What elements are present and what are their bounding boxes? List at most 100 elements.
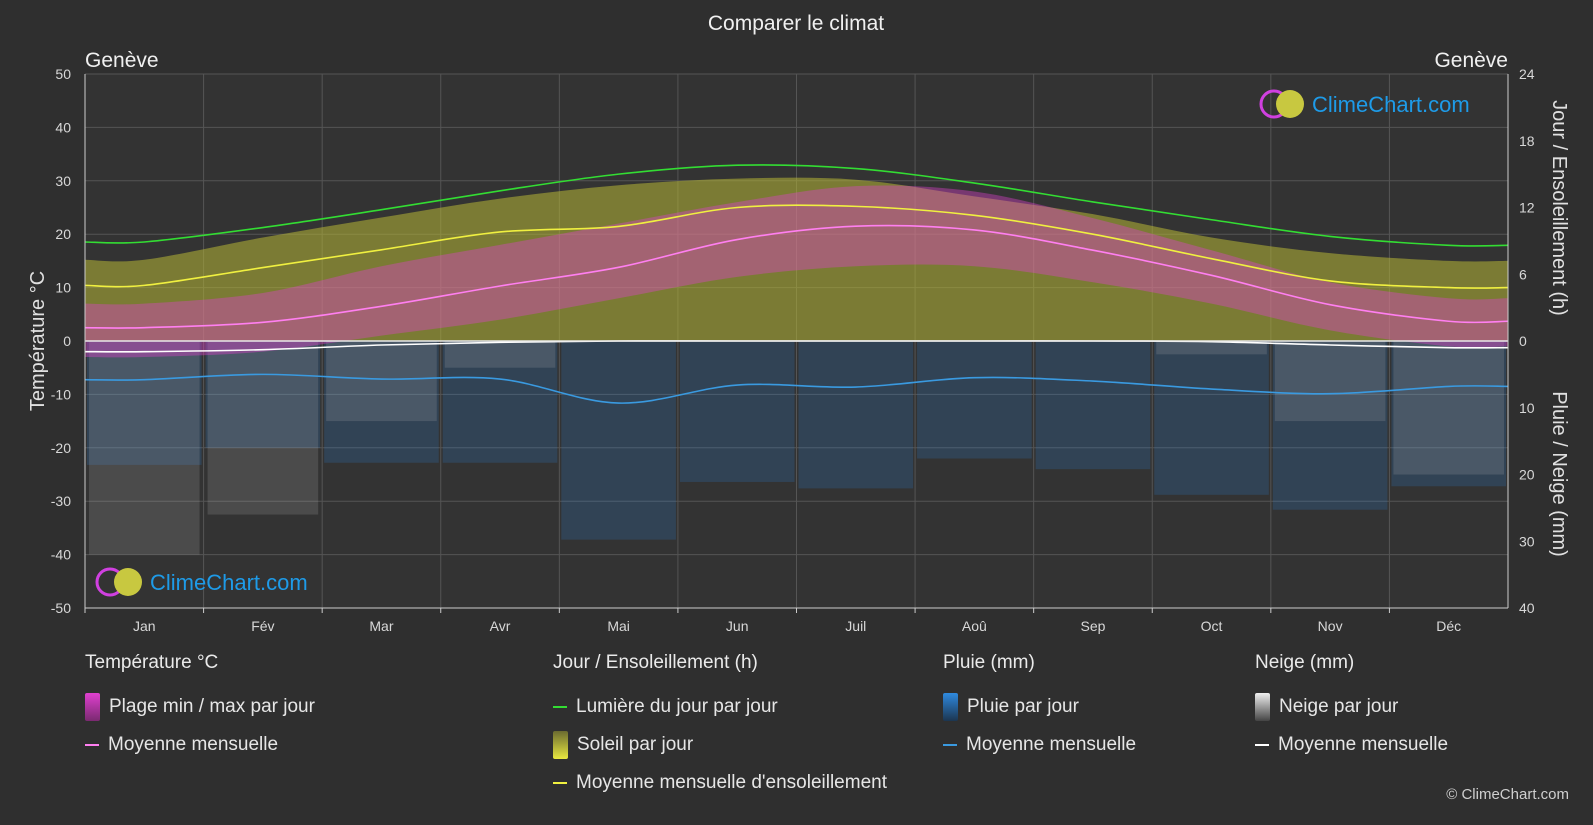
month-label: Mai — [607, 618, 630, 634]
rain-bar — [205, 341, 321, 448]
month-label: Avr — [490, 618, 511, 634]
month-label: Jun — [726, 618, 749, 634]
snow-bar — [207, 341, 319, 515]
snow-bar — [1274, 341, 1386, 422]
legend-rain-title: Pluie (mm) — [943, 652, 1035, 673]
sunshine-mean-line — [85, 204, 1508, 289]
rain-bar — [324, 341, 439, 463]
month-label: Déc — [1436, 618, 1461, 634]
legend-item: Moyenne mensuelle — [1255, 726, 1448, 764]
rain-bar — [1035, 341, 1151, 470]
month-label: Aoû — [962, 618, 987, 634]
rain-bar — [679, 341, 795, 482]
logo-sun-icon — [1276, 90, 1304, 118]
rain-bar — [917, 341, 1032, 459]
legend-item: Pluie par jour — [943, 688, 1136, 726]
month-label: Mar — [369, 618, 393, 634]
legend-item-label: Moyenne mensuelle — [108, 734, 279, 755]
month-label: Jan — [133, 618, 156, 634]
left-tick-label: 10 — [55, 280, 71, 296]
legend-item: Soleil par jour — [553, 726, 887, 764]
left-tick-label: -50 — [51, 600, 71, 616]
snow-bar — [326, 341, 437, 422]
sunshine-area — [85, 177, 1508, 341]
legend-sun: Jour / Ensoleillement (h) Lumière du jou… — [553, 652, 887, 802]
daylight-line — [85, 164, 1508, 247]
legend-rain: Pluie (mm) Pluie par jour Moyenne mensue… — [943, 652, 1136, 764]
logo-sun-icon — [114, 568, 142, 596]
left-tick-label: -40 — [51, 547, 71, 563]
brand-logo-top: ClimeChart.com — [1259, 89, 1470, 119]
right-top-tick-label: 0 — [1519, 333, 1527, 349]
legend-temperature: Température °C Plage min / max par jour … — [85, 652, 315, 764]
left-tick-label: 0 — [63, 333, 71, 349]
snow-bar — [1393, 341, 1504, 475]
legend-snow: Neige (mm) Neige par jour Moyenne mensue… — [1255, 652, 1448, 764]
rain-bar — [1154, 341, 1269, 495]
legend-temperature-title: Température °C — [85, 652, 219, 673]
month-label: Fév — [251, 618, 274, 634]
y-axis-right-top-label: Jour / Ensoleillement (h) — [1548, 100, 1570, 316]
location-right: Genève — [1434, 49, 1508, 72]
legend-item: Moyenne mensuelle d'ensoleillement — [553, 764, 887, 802]
legend-item-label: Moyenne mensuelle — [1278, 734, 1449, 755]
daylight-swatch — [553, 706, 567, 708]
legend-item-label: Pluie par jour — [967, 696, 1079, 717]
chart-title: Comparer le climat — [708, 12, 884, 35]
left-tick-label: 50 — [55, 66, 71, 82]
right-bottom-tick-label: 40 — [1519, 600, 1535, 616]
legend-snow-title: Neige (mm) — [1255, 652, 1355, 673]
rain-bar — [1272, 341, 1388, 510]
right-top-tick-label: 24 — [1519, 66, 1535, 82]
left-tick-label: 30 — [55, 173, 71, 189]
right-top-tick-label: 6 — [1519, 266, 1527, 282]
legend-item: Moyenne mensuelle — [85, 726, 315, 764]
right-top-tick-label: 18 — [1519, 133, 1535, 149]
rain-mean-line — [85, 373, 1508, 404]
month-label: Nov — [1318, 618, 1343, 634]
chart-marks — [85, 164, 1508, 555]
legend-item-label: Lumière du jour par jour — [576, 696, 778, 717]
month-label: Sep — [1080, 618, 1105, 634]
y-axis-right-bottom-label: Pluie / Neige (mm) — [1548, 391, 1570, 557]
legend-item-label: Moyenne mensuelle — [966, 734, 1137, 755]
legend-item-label: Soleil par jour — [577, 734, 694, 755]
right-top-tick-label: 12 — [1519, 200, 1535, 216]
copyright: © ClimeChart.com — [1446, 786, 1569, 803]
rain-mean-swatch — [943, 744, 957, 746]
location-left: Genève — [85, 49, 159, 72]
temp-mean-swatch — [85, 744, 99, 746]
snow-bar — [89, 341, 200, 555]
legend-item: Lumière du jour par jour — [553, 688, 887, 726]
legend-item-label: Plage min / max par jour — [109, 696, 315, 717]
right-bottom-tick-label: 10 — [1519, 400, 1535, 416]
axes: 50 40 30 20 10 0 -10 -20 -30 -40 -50 24 18 12 6 0 10 20 30… — [51, 66, 1535, 634]
brand-logo-bottom: ClimeChart.com — [95, 567, 308, 597]
rain-bar — [442, 341, 558, 463]
legend-item: Neige par jour — [1255, 688, 1448, 726]
temp-mean-line — [85, 224, 1508, 329]
legend-item-label: Moyenne mensuelle d'ensoleillement — [576, 772, 887, 793]
temp-range-band — [85, 185, 1508, 358]
left-tick-label: -10 — [51, 386, 71, 402]
legend-item: Plage min / max par jour — [85, 688, 315, 726]
brand-text-top: ClimeChart.com — [1312, 92, 1470, 117]
rain-swatch — [943, 693, 958, 721]
left-tick-label: 40 — [55, 119, 71, 135]
rain-bar — [87, 341, 202, 465]
rain-bar — [798, 341, 914, 489]
legend-sun-title: Jour / Ensoleillement (h) — [553, 652, 758, 673]
rain-bar — [1391, 341, 1506, 487]
month-label: Oct — [1201, 618, 1223, 634]
snow-mean-swatch — [1255, 744, 1269, 746]
sunshine-swatch — [553, 731, 568, 759]
legend-item: Moyenne mensuelle — [943, 726, 1136, 764]
right-bottom-tick-label: 30 — [1519, 533, 1535, 549]
legend-item-label: Neige par jour — [1279, 696, 1399, 717]
left-tick-label: 20 — [55, 226, 71, 242]
left-tick-label: -20 — [51, 440, 71, 456]
snow-bar — [1156, 341, 1267, 355]
rain-bar — [561, 341, 676, 540]
right-bottom-tick-label: 20 — [1519, 467, 1535, 483]
